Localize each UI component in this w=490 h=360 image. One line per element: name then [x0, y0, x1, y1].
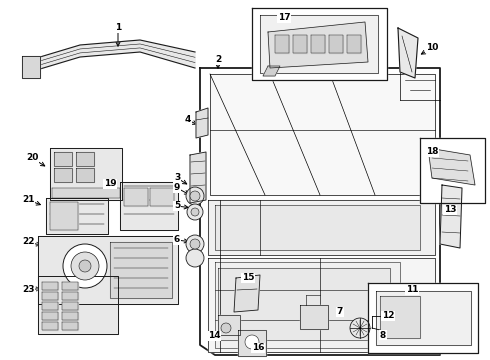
Circle shape — [245, 335, 259, 349]
Polygon shape — [376, 291, 471, 345]
Polygon shape — [62, 292, 78, 300]
Text: 9: 9 — [174, 184, 180, 193]
Polygon shape — [380, 296, 420, 338]
Polygon shape — [196, 108, 208, 138]
Polygon shape — [124, 188, 148, 206]
Circle shape — [63, 244, 107, 288]
Text: 11: 11 — [406, 285, 418, 294]
Polygon shape — [311, 35, 325, 53]
Polygon shape — [440, 185, 462, 248]
Polygon shape — [52, 188, 120, 198]
Polygon shape — [238, 330, 266, 356]
Polygon shape — [42, 292, 58, 300]
Polygon shape — [54, 152, 72, 166]
Circle shape — [187, 204, 203, 220]
Circle shape — [191, 208, 199, 216]
Circle shape — [71, 252, 99, 280]
Polygon shape — [120, 182, 178, 230]
Text: 19: 19 — [104, 180, 116, 189]
Polygon shape — [200, 68, 440, 355]
Polygon shape — [215, 262, 400, 348]
Text: 7: 7 — [337, 307, 343, 316]
Polygon shape — [30, 40, 195, 72]
Polygon shape — [268, 22, 368, 68]
Polygon shape — [42, 322, 58, 330]
Text: 15: 15 — [242, 274, 254, 283]
Polygon shape — [76, 152, 94, 166]
Polygon shape — [76, 168, 94, 182]
Text: 13: 13 — [444, 206, 456, 215]
Polygon shape — [50, 202, 78, 230]
Text: 22: 22 — [22, 238, 34, 247]
Polygon shape — [62, 282, 78, 290]
Polygon shape — [218, 268, 390, 340]
Text: 16: 16 — [252, 343, 264, 352]
Text: 5: 5 — [174, 202, 180, 211]
Polygon shape — [252, 8, 387, 80]
Circle shape — [190, 239, 200, 249]
Text: 2: 2 — [215, 55, 221, 64]
Polygon shape — [347, 35, 361, 53]
Polygon shape — [22, 56, 40, 78]
Polygon shape — [293, 35, 307, 53]
Text: 8: 8 — [380, 330, 386, 339]
Polygon shape — [62, 312, 78, 320]
Text: 14: 14 — [208, 332, 220, 341]
Polygon shape — [260, 15, 378, 73]
Polygon shape — [150, 188, 174, 206]
Polygon shape — [62, 302, 78, 310]
Circle shape — [221, 323, 231, 333]
Circle shape — [186, 235, 204, 253]
Text: 3: 3 — [174, 174, 180, 183]
Polygon shape — [420, 138, 485, 203]
Polygon shape — [190, 152, 206, 203]
Polygon shape — [38, 236, 178, 304]
Text: 4: 4 — [185, 116, 191, 125]
Polygon shape — [215, 205, 420, 250]
Polygon shape — [38, 276, 118, 334]
Text: 10: 10 — [426, 44, 438, 53]
Polygon shape — [368, 283, 478, 353]
Polygon shape — [210, 74, 435, 195]
Polygon shape — [329, 35, 343, 53]
Polygon shape — [398, 28, 418, 78]
Text: 17: 17 — [278, 13, 290, 22]
Polygon shape — [208, 200, 435, 255]
Polygon shape — [50, 148, 122, 200]
Polygon shape — [300, 305, 328, 329]
Polygon shape — [42, 302, 58, 310]
Polygon shape — [263, 66, 280, 76]
Text: 23: 23 — [22, 285, 34, 294]
Circle shape — [350, 318, 370, 338]
Polygon shape — [42, 312, 58, 320]
Text: 20: 20 — [26, 153, 38, 162]
Polygon shape — [42, 282, 58, 290]
Text: 21: 21 — [22, 195, 34, 204]
Circle shape — [190, 191, 200, 201]
Text: 18: 18 — [426, 148, 438, 157]
Polygon shape — [428, 148, 475, 185]
Polygon shape — [275, 35, 289, 53]
Text: 6: 6 — [174, 235, 180, 244]
Text: 1: 1 — [115, 23, 121, 32]
Polygon shape — [208, 258, 435, 352]
Text: 12: 12 — [382, 311, 394, 320]
Polygon shape — [234, 275, 260, 312]
Polygon shape — [54, 168, 72, 182]
Circle shape — [186, 249, 204, 267]
Polygon shape — [110, 242, 172, 298]
Polygon shape — [62, 322, 78, 330]
Polygon shape — [218, 315, 240, 335]
Circle shape — [186, 187, 204, 205]
Circle shape — [79, 260, 91, 272]
Polygon shape — [46, 198, 108, 234]
